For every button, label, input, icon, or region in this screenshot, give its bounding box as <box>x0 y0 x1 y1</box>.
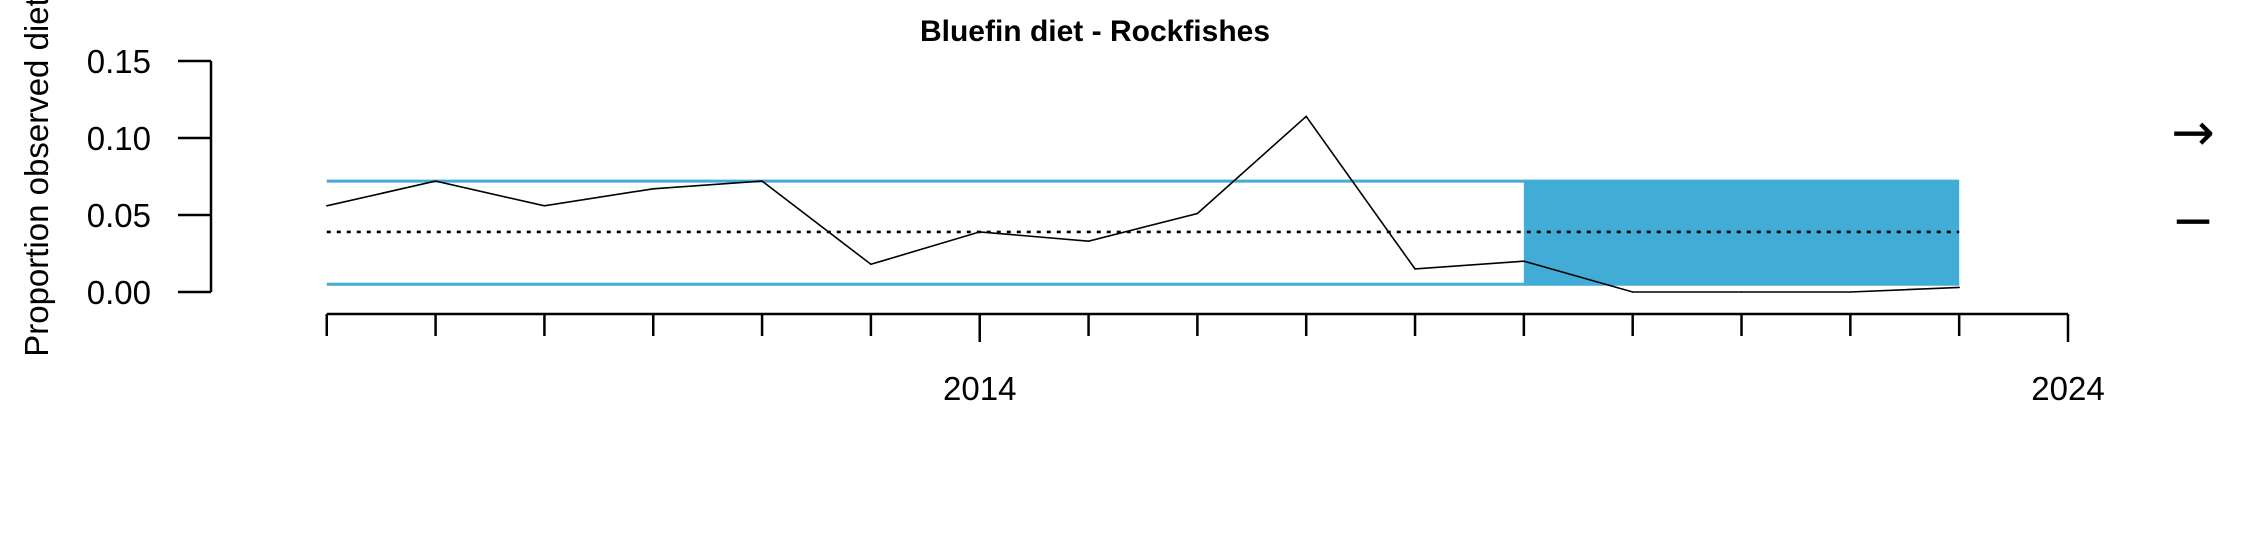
y-axis-title: Proportion observed diet <box>18 0 55 357</box>
recent-period-band <box>1523 181 1960 285</box>
chart-title: Bluefin diet - Rockfishes <box>920 15 1270 48</box>
trend-indicator-icon: → <box>2171 103 2215 163</box>
data-point <box>434 180 437 182</box>
series-line <box>326 115 1960 293</box>
data-point <box>978 231 981 233</box>
x-tick-label: 2024 <box>2031 370 2104 407</box>
data-point <box>1849 291 1852 293</box>
data-point <box>1523 260 1525 263</box>
data-point <box>1740 291 1743 293</box>
data-point <box>325 204 328 207</box>
mean-indicator-icon: − <box>2171 191 2215 251</box>
data-point <box>543 204 546 207</box>
y-tick-label: 0.00 <box>87 274 151 311</box>
y-tick-label: 0.05 <box>87 197 151 234</box>
data-point <box>870 263 872 266</box>
data-point <box>1631 291 1634 293</box>
data-point <box>1087 240 1090 242</box>
data-point <box>761 180 763 182</box>
data-point <box>652 188 655 190</box>
data-point <box>1196 212 1199 215</box>
y-tick-label: 0.15 <box>87 43 151 80</box>
data-point <box>1305 115 1308 118</box>
x-tick-label: 2014 <box>943 370 1016 407</box>
y-tick-label: 0.10 <box>87 120 151 157</box>
data-point <box>1958 286 1960 289</box>
data-point <box>1414 268 1416 270</box>
